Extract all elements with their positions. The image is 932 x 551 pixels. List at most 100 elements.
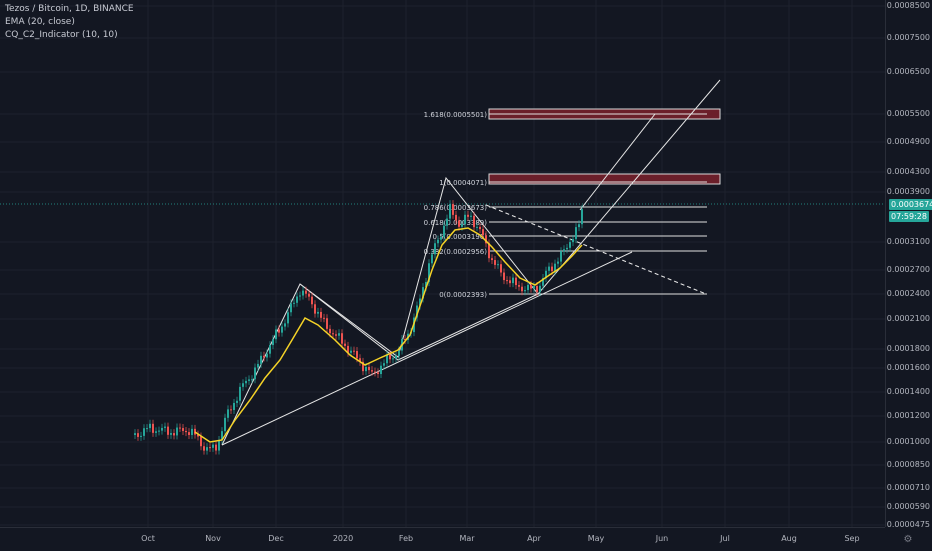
- candle-body: [260, 355, 262, 364]
- candle-body: [341, 333, 343, 344]
- fib-level-label: 0.382(0.0002956): [424, 248, 488, 256]
- candle-body: [182, 428, 184, 431]
- candle-body: [365, 366, 367, 372]
- candle-body: [329, 328, 331, 334]
- candle-body: [200, 436, 202, 447]
- candle-body: [467, 214, 469, 217]
- time-tick-label: Apr: [527, 534, 541, 543]
- candle-body: [206, 447, 208, 451]
- candle-body: [497, 264, 499, 266]
- fib-level-label: 0(0.0002393): [439, 291, 487, 299]
- channel-lower-line: [221, 251, 633, 446]
- time-tick-label: Oct: [141, 534, 155, 543]
- candle-body: [290, 303, 292, 313]
- candle-body: [251, 379, 253, 381]
- time-tick-label: Feb: [398, 534, 414, 543]
- candle-body: [272, 339, 274, 346]
- candle-body: [551, 266, 553, 272]
- candle-body: [485, 235, 487, 244]
- candle-body: [500, 264, 502, 273]
- price-tick-label: 0.0000590: [886, 502, 930, 511]
- candle-body: [242, 383, 244, 387]
- candle-body: [191, 428, 193, 435]
- candle-body: [545, 270, 547, 278]
- price-tick-label: 0.0006500: [886, 67, 930, 76]
- fib-level-label: 0.618(0.0003389): [424, 219, 488, 227]
- price-tick-label: 0.0004300: [886, 167, 930, 176]
- candle-body: [404, 338, 406, 340]
- candle-body: [575, 227, 577, 240]
- candle-body: [284, 323, 286, 327]
- candle-body: [269, 345, 271, 354]
- price-tick-label: 0.0003900: [886, 187, 930, 196]
- time-tick-label: Aug: [781, 534, 797, 543]
- candle-body: [494, 260, 496, 265]
- price-tick-label: 0.0000710: [886, 483, 930, 492]
- candle-body: [362, 361, 364, 372]
- candle-body: [482, 229, 484, 236]
- ema-line: [194, 227, 583, 443]
- candle-body: [308, 293, 310, 297]
- time-tick-label: Sep: [844, 534, 860, 543]
- projection-line: [579, 113, 656, 211]
- candle-body: [302, 290, 304, 296]
- price-tick-label: 0.0007500: [886, 33, 930, 42]
- fib-level-label: 0.786(0.0003673): [424, 204, 488, 212]
- price-tick-label: 0.0005500: [886, 109, 930, 118]
- price-tick-label: 0.0000475: [886, 520, 930, 529]
- drawings: [221, 79, 721, 446]
- candle-body: [224, 417, 226, 432]
- candle-body: [422, 287, 424, 299]
- time-axis[interactable]: Oct Nov Dec 2020 Feb Mar Apr May Jun Jul Aug Sep: [0, 527, 885, 551]
- candle-body: [317, 311, 319, 314]
- candle-body: [521, 286, 523, 292]
- candle-body: [338, 333, 340, 336]
- candle-body: [320, 311, 322, 318]
- candle-body: [470, 215, 472, 217]
- candle-body: [149, 423, 151, 429]
- candle-body: [146, 428, 148, 430]
- candle-body: [227, 409, 229, 418]
- candle-body: [530, 284, 532, 289]
- legend-ema: EMA (20, close): [5, 17, 75, 27]
- fibonacci-levels: 1.618(0.0005501) 1(0.0004071) 0.786(0.0003…: [424, 108, 721, 299]
- candle-body: [221, 431, 223, 440]
- candle-body: [524, 290, 526, 292]
- candle-body: [176, 427, 178, 436]
- candle-body: [536, 286, 538, 293]
- price-tick-label: 0.0003100: [886, 237, 930, 246]
- candle-body: [170, 433, 172, 435]
- candle-body: [476, 226, 478, 228]
- candle-body: [326, 318, 328, 329]
- candle-body: [281, 326, 283, 333]
- candle-body: [578, 224, 580, 228]
- candle-body: [464, 214, 466, 225]
- candle-body: [527, 284, 529, 291]
- dashed-trend-line: [485, 204, 707, 295]
- candle-body: [380, 365, 382, 375]
- candle-body: [359, 358, 361, 362]
- candle-body: [167, 426, 169, 435]
- candle-body: [395, 355, 397, 359]
- price-tick-label: 0.0001800: [886, 344, 930, 353]
- candle-body: [323, 317, 325, 319]
- candle-body: [437, 239, 439, 244]
- chart-area[interactable]: 1.618(0.0005501) 1(0.0004071) 0.786(0.0003…: [0, 0, 885, 527]
- candle-body: [560, 251, 562, 262]
- candle-body: [356, 351, 358, 359]
- candle-body: [371, 370, 373, 372]
- current-price-tag: 0.0003674: [889, 199, 932, 210]
- price-tick-label: 0.0001000: [886, 437, 930, 446]
- gear-icon[interactable]: ⚙: [903, 534, 913, 545]
- price-tick-label: 0.0004900: [886, 137, 930, 146]
- time-tick-label: 2020: [332, 534, 354, 543]
- candle-body: [506, 280, 508, 282]
- candle-body: [233, 402, 235, 411]
- legend-indicator: CQ_C2_Indicator (10, 10): [5, 30, 118, 40]
- candle-body: [218, 439, 220, 451]
- candle-body: [230, 409, 232, 411]
- candle-body: [287, 312, 289, 324]
- price-axis[interactable]: 0.0008500 0.0007500 0.0006500 0.0005500 0.00…: [885, 0, 932, 529]
- price-chart[interactable]: 1.618(0.0005501) 1(0.0004071) 0.786(0.0003…: [0, 0, 885, 527]
- time-tick-label: May: [587, 534, 605, 543]
